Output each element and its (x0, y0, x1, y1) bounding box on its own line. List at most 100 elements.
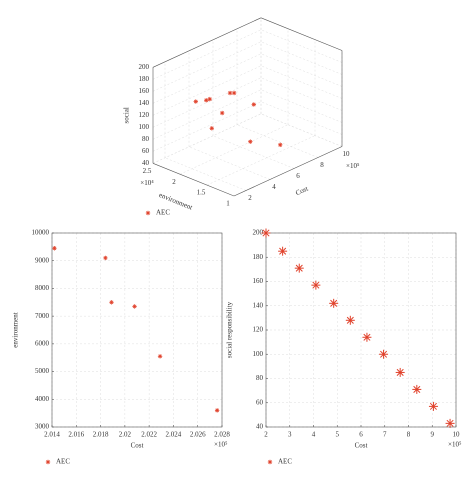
grid-line (260, 41, 343, 75)
x-tick-label: 2.024 (166, 431, 182, 439)
marker-spoke (158, 354, 162, 359)
legend-marker (267, 459, 273, 465)
marker (214, 408, 220, 413)
marker-spoke (396, 368, 404, 376)
marker (445, 418, 455, 428)
z-tick-label: 80 (142, 135, 150, 143)
y-tick-label: 1.5 (197, 189, 206, 197)
grid-line (188, 146, 271, 180)
y-axis-label: environment (12, 312, 20, 347)
grid-line (260, 89, 343, 123)
x-tick-label: 2.018 (93, 431, 109, 439)
grid-line (236, 124, 319, 158)
marker-spoke (146, 211, 150, 215)
x-tick-label: 4 (312, 431, 316, 439)
marker (52, 246, 57, 251)
marker (412, 384, 422, 394)
grid-line (152, 65, 262, 116)
marker-spoke (109, 300, 114, 305)
x-tick-label: 8 (320, 161, 324, 169)
marker-spoke (232, 91, 236, 95)
axis-line (152, 163, 235, 197)
x-tick-label: 2.028 (214, 431, 230, 439)
legend-label: AEC (56, 458, 70, 466)
x-tick-label: 10 (453, 431, 461, 439)
z-tick-label: 180 (139, 75, 150, 83)
y-tick-label: 100 (253, 350, 264, 358)
marker-spoke (446, 419, 454, 427)
y-tick-label: 2.5 (143, 167, 152, 175)
marker-spoke (193, 99, 198, 104)
marker-spoke (132, 304, 137, 309)
grid-line (152, 41, 262, 92)
marker-spoke (278, 143, 283, 147)
x-tick-label: 8 (407, 431, 411, 439)
x-tick-label: 5 (336, 431, 340, 439)
marker-spoke (330, 299, 338, 307)
y-tick-label: 40 (256, 423, 264, 431)
y-tick-label: 80 (256, 374, 264, 382)
y-tick-label: 160 (253, 277, 264, 285)
marker (345, 315, 355, 325)
legend-marker (145, 210, 151, 216)
x-tick-label: 2.022 (141, 431, 157, 439)
y-axis-label: social responsibility (226, 301, 234, 358)
x-axis-label: Cost (294, 185, 309, 198)
marker (329, 298, 339, 308)
marker (209, 126, 214, 131)
grid-line (260, 65, 343, 99)
x-tick-label: 6 (359, 431, 363, 439)
axis-line (233, 146, 343, 197)
plot-frame (265, 232, 457, 428)
marker (231, 90, 237, 96)
plot-frame (51, 232, 223, 428)
marker (379, 349, 389, 359)
y-tick-label: 7000 (35, 312, 50, 320)
x-tick-label: 2 (264, 431, 268, 439)
grid-line (179, 124, 289, 175)
x-tick-label: 2.016 (68, 431, 84, 439)
marker-spoke (207, 97, 212, 101)
marker-spoke (220, 111, 225, 115)
marker (278, 246, 288, 256)
marker (227, 90, 233, 96)
marker (395, 367, 405, 377)
x-tick-label: 6 (296, 172, 300, 180)
marker (248, 139, 253, 144)
grid-line (152, 101, 262, 152)
marker (362, 332, 372, 342)
axis-line (152, 17, 262, 68)
y-exponent: ×10⁴ (140, 179, 154, 187)
grid-line (260, 77, 343, 111)
grid-line (212, 135, 295, 169)
grid-line (260, 113, 343, 147)
marker-spoke (312, 281, 320, 289)
marker-spoke (228, 91, 232, 95)
x-tick-label: 9 (431, 431, 435, 439)
marker-spoke (103, 256, 108, 260)
marker-spoke (279, 247, 287, 255)
marker (109, 300, 114, 305)
grid-line (152, 113, 262, 164)
y-tick-label: 10000 (32, 229, 50, 237)
marker-spoke (251, 102, 256, 107)
grid-line (260, 29, 343, 63)
x-tick-label: 4 (272, 183, 276, 191)
grid-line (152, 77, 262, 128)
marker (157, 354, 163, 359)
x-tick-label: 2 (248, 194, 252, 202)
marker (219, 110, 225, 116)
marker (103, 255, 108, 261)
grid-line (152, 53, 262, 104)
x-axis-label: Cost (131, 442, 144, 450)
z-tick-label: 40 (142, 159, 150, 167)
marker (207, 96, 212, 102)
marker-spoke (209, 126, 214, 131)
grid-line (164, 157, 247, 191)
y-tick-label: 2 (172, 178, 176, 186)
z-tick-label: 120 (139, 111, 150, 119)
x-exponent: ×10⁵ (448, 441, 462, 449)
x-tick-label: 10 (343, 150, 351, 158)
marker (294, 263, 304, 273)
marker-spoke (52, 246, 57, 251)
